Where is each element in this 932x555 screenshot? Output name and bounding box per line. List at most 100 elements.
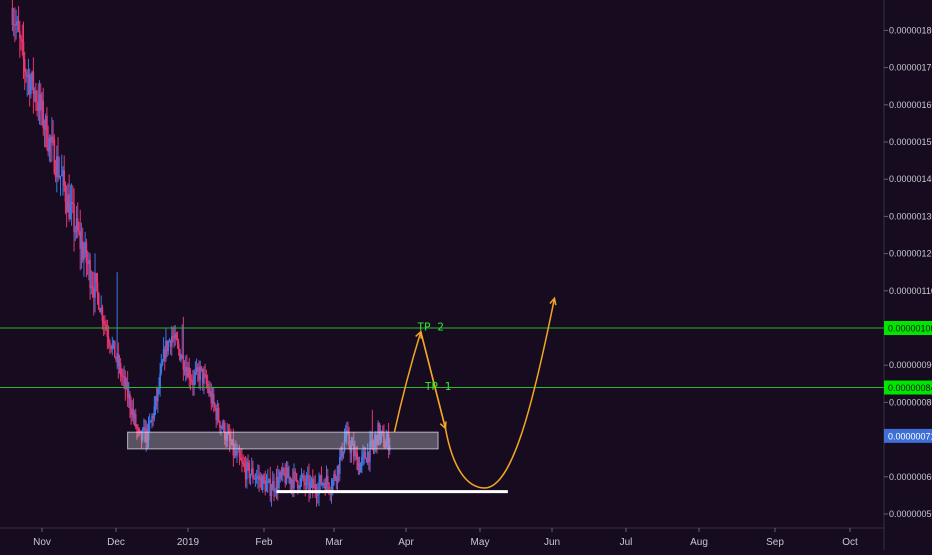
candle-body	[326, 475, 329, 484]
candle-body	[21, 39, 24, 42]
candle-body	[203, 374, 205, 384]
candle-body	[362, 453, 364, 457]
candle-body	[161, 360, 164, 365]
candle-body	[230, 440, 232, 445]
candle-body	[81, 241, 84, 260]
candle-body	[296, 480, 299, 489]
candle-body	[145, 427, 147, 443]
candle-body	[138, 428, 141, 433]
candle-body	[72, 202, 74, 205]
candle-body	[12, 23, 15, 25]
candle-body	[375, 435, 377, 442]
x-tick-label: May	[471, 537, 490, 548]
candle-body	[279, 472, 282, 479]
candle-body	[217, 408, 220, 422]
candle-body	[214, 404, 216, 409]
candle-body	[235, 450, 237, 456]
candle-body	[266, 480, 269, 484]
candle-body	[157, 389, 159, 402]
candle-body	[188, 367, 191, 379]
candle-body	[318, 483, 320, 495]
candle-body	[379, 432, 382, 440]
candle-body	[303, 475, 305, 483]
candle-body	[137, 428, 139, 430]
y-tick-label: 0.00000050	[889, 509, 932, 519]
candle-body	[152, 416, 154, 419]
candle-body	[134, 413, 137, 427]
projection-arrowhead-3	[549, 296, 557, 306]
candle-body	[248, 463, 251, 479]
candle-body	[363, 451, 365, 454]
candle-body	[51, 136, 53, 143]
candle-body	[281, 468, 284, 475]
time-axis[interactable]: Nov Dec 2019 Feb Mar Apr May Jun Jul Aug Sep Oct	[33, 528, 858, 548]
x-tick-label: Apr	[398, 537, 414, 548]
candle-body	[366, 451, 369, 463]
candle-body	[249, 474, 252, 479]
candle-body	[132, 409, 135, 418]
candle-body	[236, 452, 238, 456]
candle-body	[274, 491, 277, 493]
candle-body	[357, 462, 360, 471]
candle-body	[358, 462, 361, 473]
candle-body	[373, 441, 376, 448]
candle-body	[36, 101, 38, 103]
candle-body	[331, 479, 334, 491]
candle-body	[337, 465, 340, 474]
candle-body	[41, 100, 43, 111]
candle-body	[280, 472, 283, 475]
candle-body	[119, 363, 122, 376]
candle-body	[23, 59, 26, 72]
candle-body	[177, 343, 180, 350]
candle-body	[112, 340, 115, 344]
candle-body	[335, 478, 338, 482]
candle-body	[176, 339, 179, 344]
candle-body	[15, 24, 17, 26]
x-tick-label: Oct	[842, 537, 858, 548]
candle-body	[139, 430, 142, 433]
candle-body	[304, 482, 307, 486]
candle-body	[150, 420, 152, 423]
candle-body	[116, 353, 118, 360]
candle-body	[286, 467, 289, 479]
candle-body	[321, 483, 324, 486]
candle-body	[54, 173, 57, 178]
candle-body	[222, 422, 225, 429]
candle-body	[206, 383, 209, 387]
candle-body	[212, 393, 215, 405]
candle-body	[250, 468, 253, 475]
candle-body	[320, 475, 323, 486]
candle-body	[38, 94, 41, 111]
candle-body	[167, 341, 170, 352]
candle-body	[89, 259, 91, 289]
candle-body	[246, 461, 248, 480]
candle-body	[165, 340, 167, 359]
candle-body	[117, 353, 120, 367]
candle-body	[174, 333, 177, 339]
x-tick-label: Jun	[544, 537, 560, 548]
candle-body	[215, 408, 217, 421]
price-axis[interactable]: 0.00000180 0.00000170 0.00000160 0.00000150…	[884, 25, 932, 519]
candle-body	[101, 307, 104, 322]
candle-body	[160, 364, 163, 373]
candle-body	[182, 355, 185, 370]
candle-body	[46, 115, 48, 148]
projection-arrowhead-1	[415, 330, 423, 339]
candle-body	[333, 474, 335, 480]
candle-body	[361, 456, 363, 464]
candle-body	[123, 376, 125, 378]
tp1-label: TP 1	[425, 380, 452, 393]
candle-body	[184, 367, 187, 372]
candle-body	[31, 71, 33, 83]
candle-body	[238, 451, 241, 458]
candle-body	[291, 479, 294, 489]
candle-body	[104, 323, 106, 325]
candle-body	[388, 445, 391, 451]
candle-body	[118, 363, 121, 367]
candle-body	[232, 439, 235, 456]
x-tick-label: Sep	[766, 537, 784, 548]
candle-body	[106, 329, 109, 337]
